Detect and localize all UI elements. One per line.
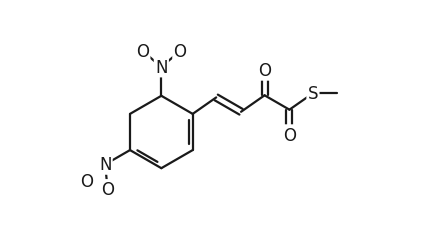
Text: O: O — [80, 172, 93, 190]
Text: N: N — [155, 59, 168, 77]
Text: O: O — [136, 43, 149, 60]
Text: O: O — [283, 126, 296, 144]
Text: O: O — [101, 181, 114, 198]
Text: O: O — [174, 43, 186, 60]
Text: O: O — [258, 62, 271, 80]
Text: N: N — [99, 156, 111, 174]
Text: S: S — [307, 85, 318, 103]
